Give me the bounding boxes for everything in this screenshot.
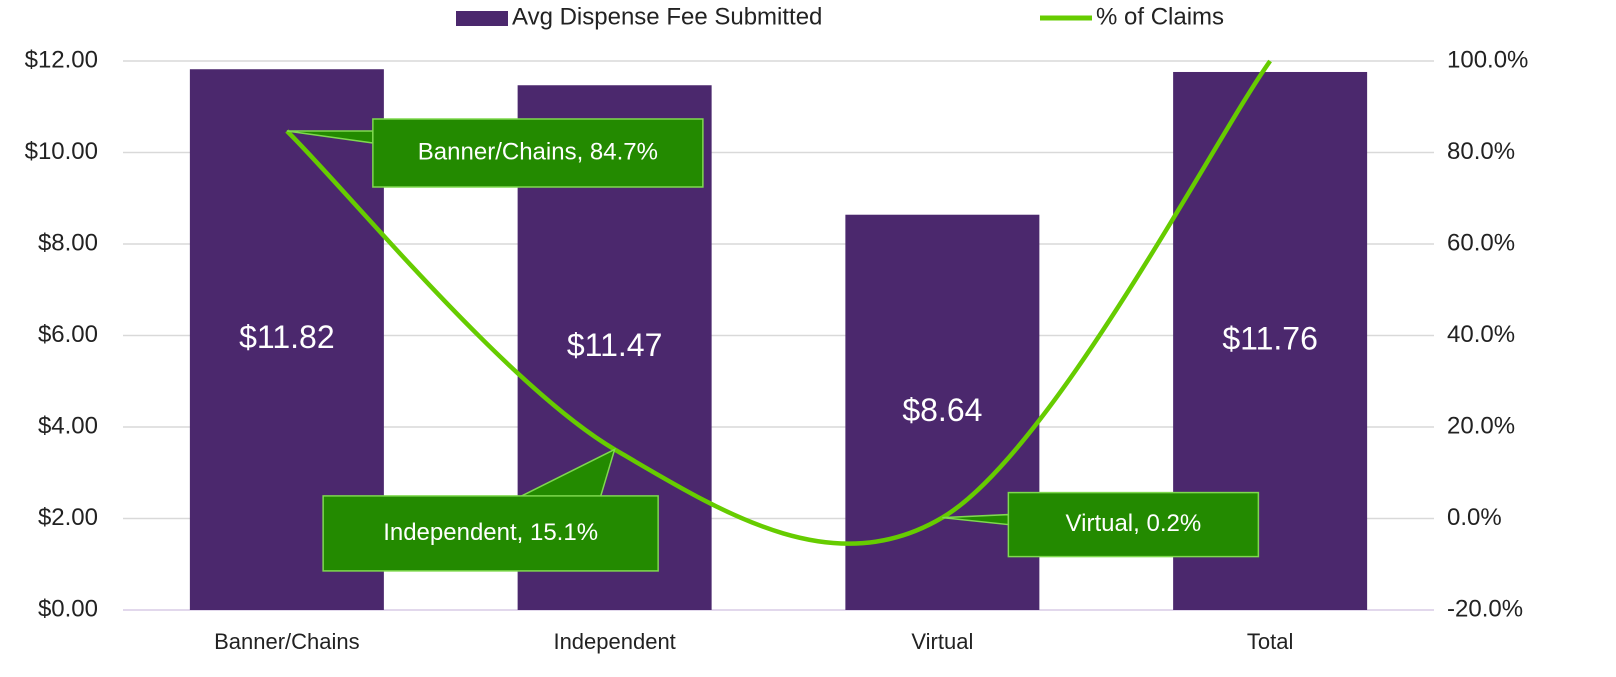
x-tick-label: Total [1247, 629, 1293, 654]
bar-value-label: $11.76 [1222, 320, 1318, 356]
y2-tick-label: 60.0% [1447, 229, 1515, 256]
line-value-label: Independent, 15.1% [383, 519, 598, 546]
y2-tick-label: 80.0% [1447, 138, 1515, 165]
x-tick-label: Independent [553, 629, 675, 654]
callout-seam [1009, 493, 1258, 556]
legend-swatch [456, 11, 508, 26]
y-tick-label: $2.00 [38, 504, 98, 531]
legend-label: Avg Dispense Fee Submitted [512, 3, 822, 30]
y2-tick-label: -20.0% [1447, 595, 1523, 622]
y-tick-label: $10.00 [25, 138, 98, 165]
callout-seam [324, 496, 658, 570]
callout-seam [373, 119, 702, 186]
x-tick-label: Virtual [911, 629, 973, 654]
y-tick-label: $8.00 [38, 229, 98, 256]
legend-label: % of Claims [1096, 3, 1224, 30]
y-tick-label: $12.00 [25, 46, 98, 73]
bar-value-label: $8.64 [902, 392, 982, 428]
y2-tick-label: 100.0% [1447, 46, 1528, 73]
line [285, 59, 1272, 546]
bar-value-label: $11.82 [239, 319, 335, 355]
y2-tick-label: 40.0% [1447, 321, 1515, 348]
y-tick-label: $6.00 [38, 321, 98, 348]
y-tick-label: $4.00 [38, 412, 98, 439]
bar [845, 214, 1040, 610]
y-tick-label: $0.00 [38, 595, 98, 622]
x-tick-label: Banner/Chains [214, 629, 360, 654]
line-value-label: Virtual, 0.2% [1066, 510, 1202, 537]
bar-value-label: $11.47 [567, 327, 663, 363]
y2-tick-label: 20.0% [1447, 412, 1515, 439]
y2-tick-label: 0.0% [1447, 504, 1502, 531]
line-value-label: Banner/Chains, 84.7% [418, 138, 658, 165]
